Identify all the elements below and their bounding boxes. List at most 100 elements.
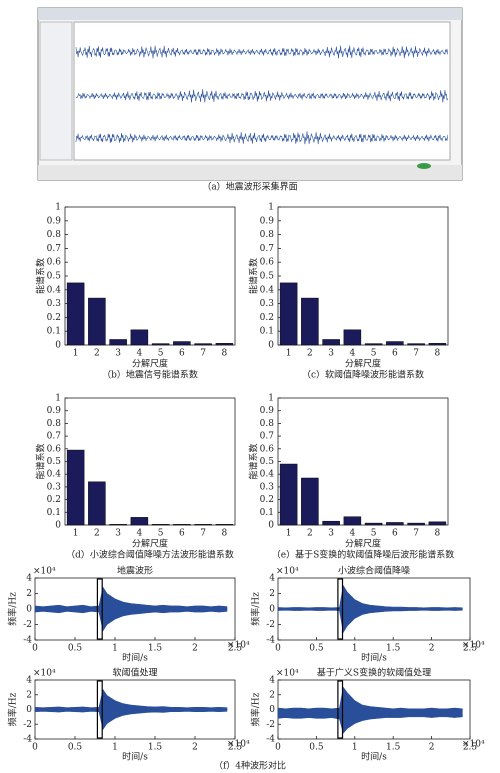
x-tick-label: 0: [275, 743, 281, 753]
y-tick-label: -2: [266, 620, 275, 630]
highlight-box: [96, 578, 103, 640]
x-axis-label: 时间/s: [122, 751, 148, 763]
caption: （c）软阈值降噪波形能谱系数: [302, 369, 424, 381]
caption: （b）地震信号能谱系数: [102, 369, 198, 381]
y-tick-label: 0.7: [47, 432, 62, 442]
y-tick-label: 1: [55, 203, 61, 213]
x-tick-label: 4: [350, 529, 356, 539]
x-axis-label: 时间/s: [361, 652, 387, 664]
y-tick-label: 0.4: [47, 470, 62, 480]
x-tick-label: 1.5: [386, 743, 401, 753]
y-multiplier: ×10⁴: [276, 669, 299, 679]
x-axis-label: 分解尺度: [345, 358, 381, 370]
y-tick-label: 0.9: [47, 216, 62, 226]
x-tick-label: 0: [32, 644, 38, 654]
x-tick-label: 1.5: [386, 644, 401, 654]
x-tick-label: 2: [429, 644, 435, 654]
x-tick-label: 8: [222, 349, 228, 359]
y-tick-label: 0.9: [260, 406, 275, 416]
bar: [322, 520, 340, 526]
y-tick-label: 0.2: [260, 495, 274, 505]
x-tick-label: 7: [200, 349, 206, 359]
y-tick-label: 0.3: [47, 299, 62, 309]
x-tick-label: 7: [200, 529, 206, 539]
x-axis-label: 分解尺度: [345, 538, 381, 550]
waveform-envelope: [277, 686, 463, 710]
y-tick-label: 0: [55, 341, 61, 351]
chart-title: 小波综合阈值降噪: [338, 565, 410, 577]
y-tick-label: 4: [26, 574, 32, 584]
x-tick-label: 1: [112, 644, 118, 654]
bar: [279, 282, 298, 346]
channel-panel: [39, 21, 73, 161]
highlight-box: [337, 680, 344, 739]
x-tick-label: 5: [158, 529, 164, 539]
x-tick-label: 8: [435, 529, 441, 539]
bar: [109, 524, 127, 526]
y-tick-label: -2: [23, 620, 32, 630]
waveform-envelope: [34, 608, 228, 632]
bar: [173, 341, 191, 346]
bar: [151, 343, 170, 346]
screenshot-wave: [75, 45, 448, 59]
x-tick-label: 5: [371, 349, 377, 359]
y-axis-label: 能谱系数: [248, 443, 260, 479]
x-tick-label: 0.5: [68, 644, 83, 654]
y-tick-label: 0.2: [47, 495, 61, 505]
x-tick-label: 1: [352, 644, 358, 654]
y-tick-label: 0.5: [47, 457, 62, 467]
acquisition-screenshot: [37, 7, 463, 181]
screenshot-wave: [75, 89, 448, 103]
y-tick-label: 0.1: [47, 327, 61, 337]
y-axis-label: 能谱系数: [35, 258, 47, 294]
y-tick-label: 0: [268, 341, 274, 351]
y-tick-label: 0.8: [47, 230, 62, 240]
x-tick-label: 8: [435, 349, 441, 359]
y-tick-label: 0.4: [260, 470, 275, 480]
x-tick-label: 0: [275, 644, 281, 654]
y-multiplier: ×10⁴: [276, 567, 299, 577]
bar: [343, 516, 362, 526]
bar: [173, 524, 191, 526]
x-tick-label: 1.5: [148, 644, 163, 654]
x-tick-label: 4: [137, 349, 143, 359]
x-tick-label: 2.5: [228, 644, 243, 654]
x-tick-label: 2: [94, 529, 100, 539]
x-tick-label: 6: [179, 349, 185, 359]
x-tick-label: 0.5: [309, 644, 324, 654]
waveform-envelope: [34, 586, 228, 610]
highlight-box: [337, 578, 344, 640]
bar: [343, 329, 362, 346]
y-axis-label: 频率/Hz: [250, 592, 262, 626]
x-tick-label: 2: [307, 529, 313, 539]
x-tick-label: 1: [112, 743, 118, 753]
bar: [88, 297, 106, 346]
y-tick-label: 0.7: [260, 432, 275, 442]
bar: [88, 481, 106, 526]
y-tick-label: 0.2: [47, 313, 61, 323]
bar: [364, 343, 383, 346]
y-tick-label: 0.9: [260, 216, 275, 226]
x-tick-label: 1: [286, 349, 292, 359]
chart-title: 地震波形: [117, 565, 153, 577]
caption: （d）小波综合阈值降噪方法波形能谱系数: [66, 549, 234, 561]
bar: [428, 521, 447, 526]
y-axis-label: 频率/Hz: [7, 592, 19, 626]
x-tick-label: 2: [429, 743, 435, 753]
y-tick-label: 0: [26, 605, 32, 615]
y-tick-label: 0.1: [260, 508, 274, 518]
x-tick-label: 2.5: [463, 644, 478, 654]
screenshot-waves: [75, 45, 448, 145]
y-tick-label: 1: [268, 394, 274, 404]
y-axis-label: 能谱系数: [248, 258, 260, 294]
x-multiplier: ×10⁴: [462, 641, 485, 651]
chart-title: 软阈值处理: [112, 667, 157, 679]
bar: [130, 517, 149, 526]
y-tick-label: 2: [269, 589, 275, 599]
y-tick-label: 0.7: [260, 244, 275, 254]
y-tick-label: 4: [26, 676, 32, 686]
y-tick-label: 0.8: [47, 419, 62, 429]
bar: [66, 449, 85, 526]
y-tick-label: 0.3: [260, 482, 275, 492]
